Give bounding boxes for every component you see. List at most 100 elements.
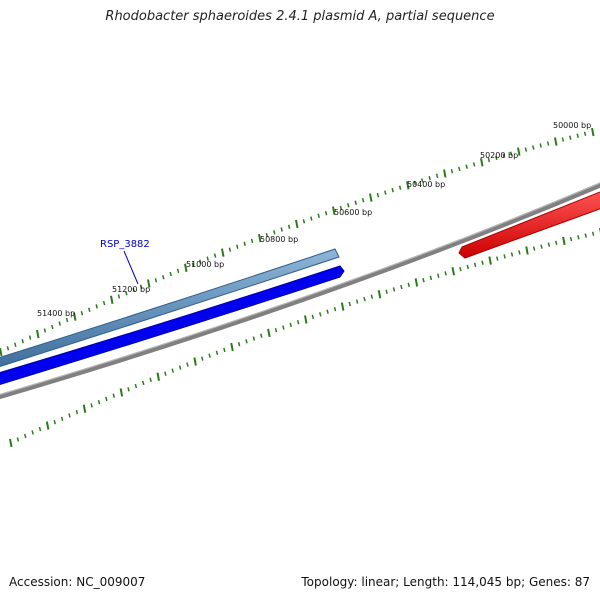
- upper-tick-49: [361, 197, 365, 203]
- upper-tick-12: [88, 307, 91, 313]
- lower-tick-35: [267, 328, 271, 338]
- upper-tick-30: [221, 248, 225, 257]
- lower-tick-48: [363, 296, 366, 302]
- tick-label-50000: 50000 bp: [553, 121, 591, 130]
- lower-tick-47: [355, 299, 359, 304]
- lower-tick-42: [319, 312, 322, 317]
- lower-tick-70: [525, 246, 529, 255]
- upper-tick-46: [339, 205, 343, 211]
- topology-summary: Topology: linear; Length: 114,045 bp; Ge…: [301, 575, 590, 589]
- upper-tick-27: [199, 259, 202, 264]
- tick-label-50200: 50200 bp: [480, 151, 518, 160]
- gene-label-rsp3882[interactable]: RSP_3882: [100, 239, 150, 250]
- sequence-backbone: [0, 182, 600, 400]
- upper-tick-56: [413, 180, 417, 186]
- upper-tick-31: [228, 247, 232, 252]
- lower-tick-31: [237, 341, 241, 347]
- lower-tick-14: [112, 393, 115, 398]
- upper-tick-59: [435, 173, 439, 178]
- upper-tick-58: [428, 175, 431, 181]
- lower-tick-54: [407, 282, 410, 287]
- sequence-backbone-highlight: [0, 182, 600, 396]
- upper-tick-45: [332, 206, 336, 215]
- upper-tick-8: [58, 321, 61, 326]
- upper-tick-6: [43, 328, 47, 333]
- upper-tick-11: [80, 311, 84, 316]
- upper-tick-43: [317, 213, 320, 219]
- lower-tick-30: [230, 342, 234, 352]
- lower-tick-66: [496, 256, 499, 261]
- upper-tick-64: [472, 162, 476, 167]
- tick-label-51000: 51000 bp: [186, 260, 224, 269]
- lower-tick-50: [377, 290, 382, 299]
- tick-label-51400: 51400 bp: [37, 309, 75, 318]
- upper-tick-22: [162, 274, 165, 280]
- lower-tick-49: [370, 294, 374, 299]
- lower-tick-22: [171, 368, 174, 373]
- upper-tick-51: [376, 192, 380, 198]
- lower-tick-77: [577, 235, 580, 240]
- upper-tick-79: [583, 131, 587, 137]
- upper-tick-38: [280, 227, 283, 232]
- lower-tick-65: [488, 256, 492, 265]
- lower-tick-17: [134, 383, 138, 389]
- upper-tick-76: [561, 137, 565, 142]
- upper-tick-13: [95, 304, 98, 309]
- lower-tick-12: [97, 399, 101, 405]
- upper-tick-23: [169, 271, 172, 277]
- lower-tick-45: [340, 302, 345, 311]
- lower-tick-16: [127, 387, 130, 392]
- lower-tick-69: [518, 250, 521, 255]
- lower-tick-56: [422, 277, 425, 283]
- lower-tick-27: [208, 353, 211, 358]
- lower-tick-15: [119, 388, 124, 397]
- lower-tick-26: [201, 356, 204, 361]
- upper-tick-41: [302, 219, 306, 224]
- tick-label-50400: 50400 bp: [407, 180, 445, 189]
- upper-tick-2: [14, 342, 17, 347]
- upper-tick-55: [406, 181, 410, 190]
- upper-tick-62: [458, 166, 461, 172]
- upper-tick-78: [576, 133, 579, 138]
- upper-tick-52: [384, 190, 387, 195]
- lower-tick-7: [60, 416, 64, 421]
- lower-tick-6: [53, 419, 56, 425]
- upper-tick-20: [147, 279, 151, 288]
- upper-tick-35: [258, 233, 262, 243]
- lower-tick-78: [584, 233, 587, 238]
- gene-bar-red[interactable]: [458, 190, 600, 259]
- gene-label-callout: [123, 250, 139, 285]
- lower-tick-20: [156, 372, 160, 381]
- upper-tick-1: [6, 346, 10, 351]
- lower-tick-36: [274, 328, 278, 333]
- upper-tick-50: [369, 193, 373, 202]
- upper-tick-71: [524, 147, 528, 152]
- upper-tick-34: [250, 238, 254, 244]
- upper-tick-69: [509, 151, 513, 156]
- tick-label-50800: 50800 bp: [260, 235, 298, 244]
- upper-tick-25: [184, 263, 188, 272]
- upper-tick-4: [28, 335, 32, 340]
- gene-bar-blue[interactable]: [0, 265, 345, 386]
- upper-tick-65: [480, 158, 484, 167]
- upper-tick-57: [421, 178, 424, 183]
- lower-tick-52: [392, 287, 396, 292]
- lower-tick-3: [31, 430, 34, 435]
- upper-tick-40: [295, 219, 299, 229]
- lower-tick-73: [547, 242, 551, 247]
- upper-tick-48: [354, 200, 357, 205]
- lower-tick-75: [562, 236, 566, 246]
- lower-tick-58: [437, 273, 440, 278]
- lower-tick-67: [503, 254, 506, 259]
- lower-tick-25: [193, 357, 197, 366]
- upper-tick-3: [21, 338, 24, 344]
- upper-tick-29: [213, 253, 217, 258]
- lower-tick-60: [451, 267, 455, 276]
- upper-tick-67: [495, 155, 498, 161]
- lower-tick-row: [9, 228, 600, 448]
- lower-tick-8: [68, 413, 71, 418]
- gene-bar-steel[interactable]: [0, 248, 340, 368]
- lower-tick-64: [481, 260, 484, 265]
